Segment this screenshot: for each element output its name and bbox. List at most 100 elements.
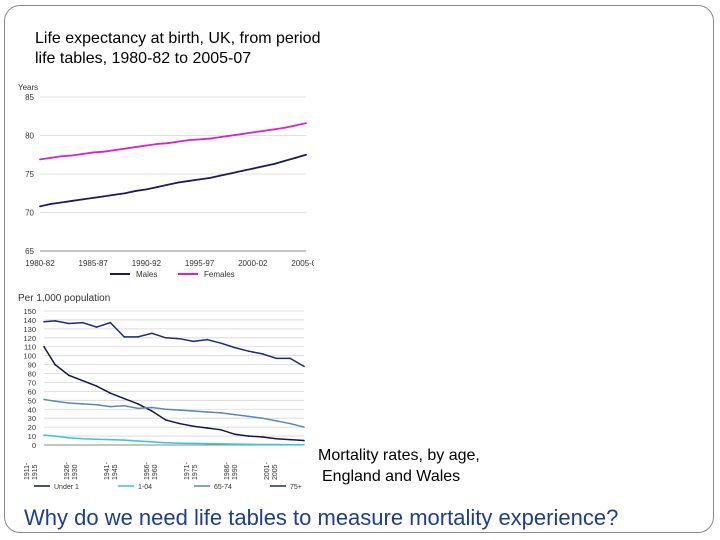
- data-point: [261, 353, 264, 355]
- y-axis-label: Years: [18, 83, 38, 92]
- data-point: [219, 136, 222, 138]
- x-tick-label-group: 2001- 2005: [264, 461, 279, 480]
- data-point: [262, 165, 265, 168]
- data-point: [102, 195, 105, 198]
- data-point: [261, 417, 264, 419]
- y-tick-label: 110: [24, 343, 36, 352]
- x-tick-label: 2001-: [264, 461, 271, 480]
- chart-title: Life expectancy at birth, UK, from perio…: [35, 29, 320, 69]
- data-point: [43, 398, 45, 401]
- legend-label: 1-04: [138, 484, 152, 490]
- data-point: [145, 144, 148, 147]
- x-tick-label: 2005-07: [291, 259, 314, 268]
- series-line-females: [39, 122, 307, 161]
- series-line: [43, 398, 305, 428]
- data-point: [68, 322, 70, 325]
- data-point: [151, 406, 153, 409]
- life-expectancy-chart: Years 65 70 75 80 85 1980-82 1985-87 1990-92 1995…: [18, 83, 314, 279]
- data-point: [164, 419, 167, 421]
- data-point: [60, 201, 63, 204]
- data-point: [145, 188, 148, 191]
- data-point: [303, 426, 305, 428]
- y-tick-label: 10: [28, 432, 36, 441]
- data-point: [102, 150, 105, 153]
- data-point: [188, 139, 190, 142]
- data-point: [43, 434, 45, 436]
- data-point: [137, 407, 139, 410]
- x-tick-label-group: 1986- 1990: [224, 461, 239, 480]
- data-point: [178, 409, 181, 411]
- series-line-males: [39, 153, 307, 208]
- data-point: [275, 357, 278, 360]
- x-tick-label: 1980-82: [25, 259, 55, 268]
- data-point: [109, 438, 112, 441]
- x-tick-label: 1956-: [144, 461, 151, 480]
- data-point: [39, 158, 41, 161]
- data-point: [81, 198, 84, 201]
- data-point: [219, 174, 222, 177]
- data-point: [303, 365, 305, 368]
- data-point: [303, 443, 305, 446]
- x-tick-label: 1990-92: [132, 259, 162, 268]
- data-point: [241, 170, 244, 172]
- y-axis-label: Per 1,000 population: [18, 293, 110, 304]
- data-point: [209, 176, 212, 179]
- data-point: [95, 326, 98, 328]
- data-point: [166, 183, 169, 186]
- data-point: [234, 433, 236, 436]
- data-point: [123, 404, 126, 407]
- data-point: [198, 178, 201, 181]
- data-point: [151, 332, 153, 335]
- data-point: [156, 143, 158, 145]
- y-tick-label: 130: [23, 325, 36, 334]
- legend-label: 65-74: [214, 484, 232, 490]
- data-point: [68, 402, 70, 404]
- data-point: [289, 357, 291, 360]
- slide-question: Why do we need life tables to measure mo…: [24, 505, 619, 530]
- x-tick-label: 1941-: [104, 461, 111, 480]
- data-point: [151, 441, 153, 443]
- data-point: [95, 438, 98, 440]
- data-point: [261, 443, 264, 446]
- data-point: [294, 156, 297, 159]
- data-point: [251, 167, 254, 170]
- y-tick-label: 40: [28, 405, 36, 414]
- data-point: [305, 153, 307, 156]
- series-line: [43, 434, 305, 446]
- data-point: [95, 404, 98, 406]
- data-point: [81, 403, 84, 405]
- data-point: [92, 196, 95, 199]
- y-tick-label: 150: [23, 307, 36, 316]
- chart-title-line1: Life expectancy at birth, UK, from perio…: [35, 30, 321, 47]
- data-point: [230, 134, 233, 137]
- data-point: [137, 403, 139, 405]
- data-point: [209, 137, 212, 140]
- data-point: [283, 160, 286, 162]
- data-point: [289, 438, 291, 441]
- legend-label: Males: [136, 270, 157, 279]
- y-tick-label: 80: [25, 132, 34, 141]
- y-tick-label: 85: [25, 93, 34, 102]
- data-point: [134, 146, 137, 148]
- data-point: [81, 379, 84, 382]
- legend-label: 75+: [290, 484, 302, 490]
- y-tick-label: 140: [23, 316, 36, 325]
- y-tick-label: 90: [28, 361, 36, 370]
- data-point: [241, 133, 244, 135]
- data-point: [275, 437, 278, 440]
- y-tick-label: 70: [25, 209, 34, 218]
- data-point: [305, 122, 307, 125]
- data-point: [220, 412, 222, 414]
- data-point: [164, 408, 167, 411]
- y-tick-label: 50: [28, 396, 36, 405]
- data-point: [206, 442, 208, 445]
- data-point: [192, 340, 195, 343]
- data-point: [247, 435, 250, 437]
- data-point: [156, 186, 158, 188]
- y-tick-label: 30: [28, 414, 36, 423]
- y-tick-label: 65: [25, 247, 34, 256]
- data-point: [289, 443, 291, 446]
- data-point: [54, 363, 56, 366]
- data-point: [137, 336, 139, 338]
- data-point: [234, 346, 236, 349]
